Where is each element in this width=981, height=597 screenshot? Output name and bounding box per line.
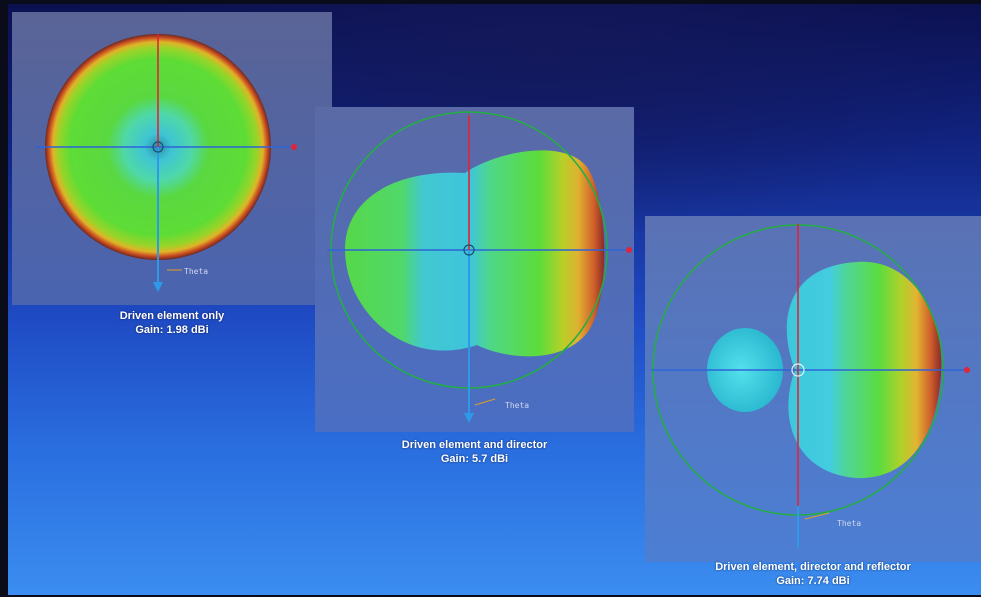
- theta-label: Theta: [184, 267, 208, 276]
- caption-panel-3: Driven element, director and reflector G…: [645, 560, 981, 588]
- pattern-panel-driven-director: Theta: [315, 107, 634, 432]
- theta-label: Theta: [505, 401, 529, 410]
- origin-marker: [463, 244, 475, 256]
- caption-gain: Gain: 7.74 dBi: [776, 575, 850, 587]
- radiation-pattern-plot: Theta: [315, 107, 634, 432]
- caption-title: Driven element and director: [401, 439, 548, 451]
- theta-arrow: [804, 512, 830, 520]
- caption-panel-1: Driven element only Gain: 1.98 dBi: [12, 309, 332, 337]
- origin-marker: [791, 363, 805, 377]
- caption-gain: Gain: 1.98 dBi: [135, 324, 209, 336]
- theta-label: Theta: [837, 519, 861, 528]
- axis-end-marker: [291, 144, 297, 150]
- axis-arrow-down: [153, 282, 163, 292]
- pattern-panel-driven-only: Theta: [12, 12, 332, 305]
- pattern-lobe: [345, 150, 605, 357]
- radiation-pattern-plot: Theta: [645, 216, 981, 562]
- origin-marker: [152, 141, 164, 153]
- axis-end-marker: [626, 247, 632, 253]
- theta-arrow: [474, 398, 496, 406]
- caption-gain: Gain: 5.7 dBi: [440, 453, 509, 465]
- radiation-pattern-plot: Theta: [12, 12, 332, 305]
- caption-title: Driven element, director and reflector: [715, 561, 911, 573]
- caption-title: Driven element only: [119, 310, 225, 322]
- pattern-panel-driven-director-reflector: Theta: [645, 216, 981, 562]
- axis-arrow-down: [464, 413, 474, 423]
- presentation-slide: Theta Driven element only Gain: 1.98 dBi: [8, 4, 981, 595]
- axis-end-marker: [964, 367, 970, 373]
- caption-panel-2: Driven element and director Gain: 5.7 dB…: [315, 438, 634, 466]
